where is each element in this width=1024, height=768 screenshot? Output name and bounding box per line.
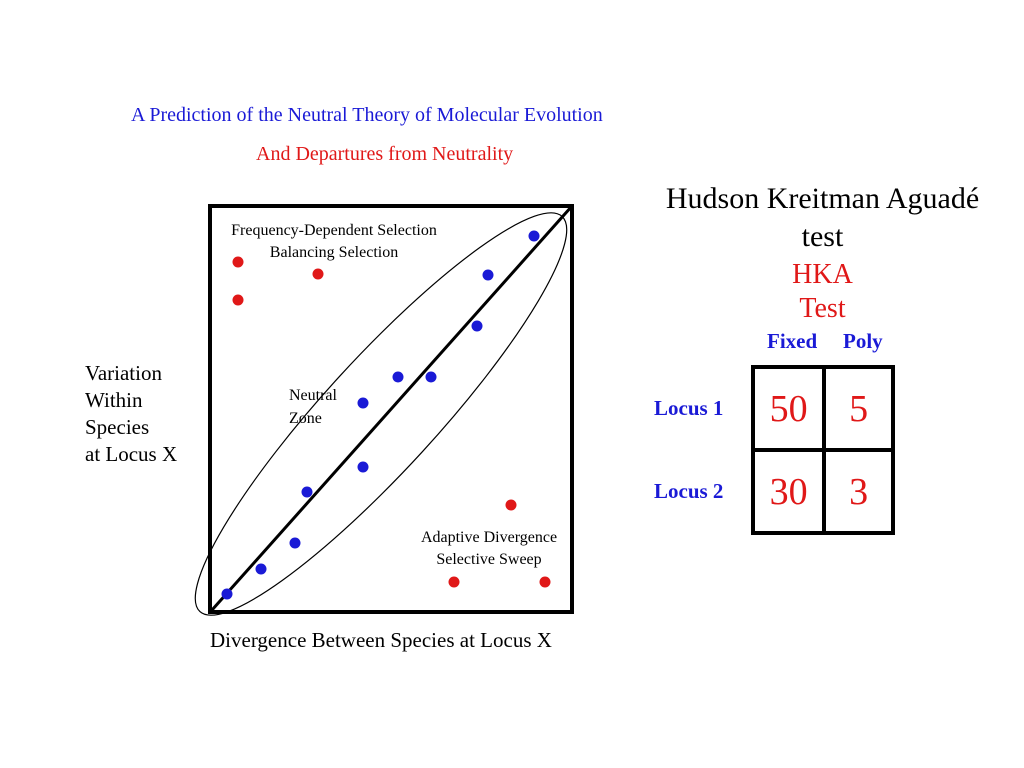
- neutral-point: [528, 230, 540, 242]
- neutral-point: [425, 371, 437, 383]
- hka-abbreviation-line: Test: [799, 293, 846, 324]
- table-row: 30 3: [750, 448, 895, 535]
- y-axis-label-line: Species: [85, 415, 150, 439]
- cell-locus2-poly: 3: [822, 448, 895, 535]
- region-label-balancing-2: Balancing Selection: [270, 244, 398, 261]
- selected-points: [232, 256, 551, 588]
- balancing-selection-point: [232, 294, 244, 306]
- plot-frame: [208, 204, 574, 614]
- adaptive-divergence-point: [539, 576, 551, 588]
- hka-title-line: test: [801, 220, 844, 253]
- neutral-point: [482, 269, 494, 281]
- cell-locus2-fixed: 30: [750, 448, 827, 535]
- column-header-fixed: Fixed: [767, 329, 818, 353]
- y-axis-label-line: at Locus X: [85, 442, 178, 466]
- table-row: 50 5: [750, 365, 895, 452]
- y-axis-label-line: Within: [85, 388, 143, 412]
- neutral-point: [392, 371, 404, 383]
- neutral-point: [357, 397, 369, 409]
- row-label-locus-1: Locus 1: [654, 396, 724, 420]
- adaptive-divergence-point: [448, 576, 460, 588]
- neutral-point: [255, 563, 267, 575]
- neutral-points: [221, 230, 540, 600]
- region-label-adaptive-1: Adaptive Divergence: [421, 529, 557, 546]
- balancing-selection-point: [232, 256, 244, 268]
- cell-locus1-poly: 5: [822, 365, 895, 452]
- y-axis-label-line: Variation: [85, 361, 162, 385]
- hka-abbreviation-line: HKA: [792, 259, 853, 290]
- region-label-adaptive-2: Selective Sweep: [436, 551, 541, 568]
- column-header-poly: Poly: [843, 329, 883, 353]
- neutral-point: [357, 461, 369, 473]
- region-label-neutral-1: Neutral: [289, 387, 338, 404]
- neutral-diagonal-line: [210, 205, 574, 611]
- hka-title-line: Hudson Kreitman Aguadé: [665, 182, 980, 215]
- x-axis-label: Divergence Between Species at Locus X: [210, 628, 552, 652]
- y-axis-label: Variation Within Species at Locus X: [85, 360, 205, 468]
- neutral-point: [289, 537, 301, 549]
- row-label-locus-2: Locus 2: [654, 479, 724, 503]
- region-label-neutral-2: Zone: [289, 410, 322, 427]
- title-line-2: And Departures from Neutrality: [256, 143, 514, 165]
- hka-title: Hudson Kreitman Aguadé test: [630, 180, 1015, 256]
- adaptive-divergence-point: [505, 499, 517, 511]
- hka-contingency-table: 50 5 30 3: [750, 365, 895, 535]
- cell-locus1-fixed: 50: [750, 365, 827, 452]
- neutral-point: [301, 486, 313, 498]
- neutral-point: [221, 588, 233, 600]
- hka-abbreviation: HKA Test: [630, 258, 1015, 326]
- region-label-balancing-1: Frequency-Dependent Selection: [231, 222, 437, 239]
- balancing-selection-point: [312, 268, 324, 280]
- title-line-1: A Prediction of the Neutral Theory of Mo…: [131, 104, 603, 126]
- neutral-point: [471, 320, 483, 332]
